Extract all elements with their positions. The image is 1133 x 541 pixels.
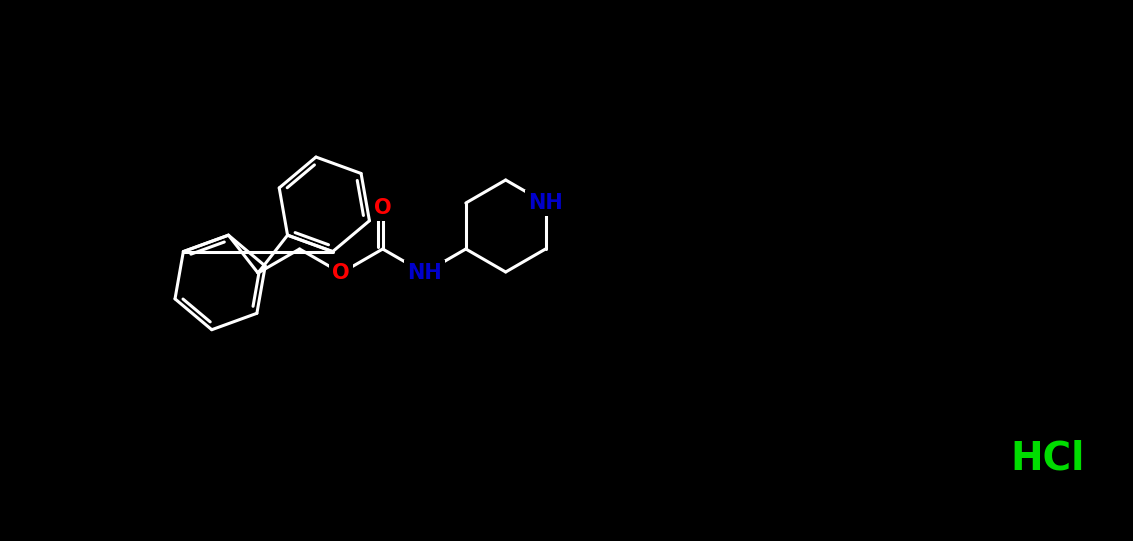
Text: NH: NH [528, 193, 563, 213]
Text: O: O [332, 263, 350, 283]
Text: O: O [374, 198, 392, 218]
Text: NH: NH [407, 263, 442, 283]
Text: HCl: HCl [1011, 439, 1085, 477]
